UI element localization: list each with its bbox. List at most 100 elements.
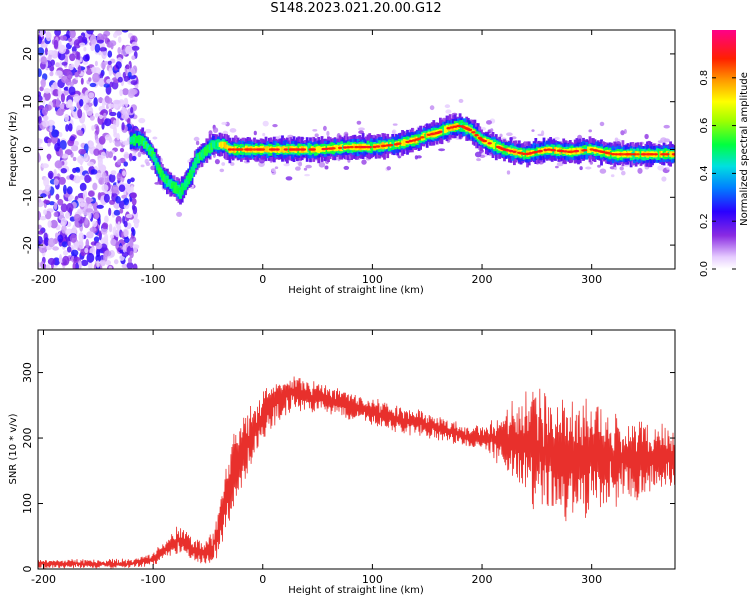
noise-blob [122,140,130,146]
ridge-peak [487,142,492,145]
ridge-peak [227,148,233,151]
noise-blob [63,250,69,256]
ridge-peak [321,147,326,151]
halo-blob [285,176,293,181]
ridge-cell [587,146,590,153]
halo-blob [219,168,225,173]
noise-blob [67,99,73,108]
ridge-peak [354,145,359,149]
noise-blob [42,120,50,128]
ridge-cell [401,140,404,146]
noise-blob [96,39,104,44]
noise-blob [117,159,122,165]
noise-blob [38,68,42,77]
ridge-peak [420,136,425,139]
halo-blob [555,165,559,169]
noise-blob [61,225,67,234]
ridge-peak [528,152,533,155]
halo-blob [212,127,219,133]
ridge-peak [589,148,594,151]
ridge-peak [252,148,257,151]
noise-blob [123,197,129,206]
halo-blob [386,166,391,171]
noise-blob [89,115,95,121]
heatmap-cells [38,30,675,269]
noise-blob [73,140,79,147]
ridge-cell [200,152,204,158]
noise-blob [74,71,79,78]
noise-blob [79,182,87,192]
noise-blob [134,84,139,89]
ridge-peak [311,148,316,151]
ridge-peak [456,124,461,128]
noise-blob [93,201,98,211]
noise-blob [125,185,131,192]
ridge-cell [266,146,270,153]
ridge-cell [170,182,174,189]
noise-blob [39,216,47,221]
ridge-cell [424,133,427,139]
noise-blob [107,103,115,108]
noise-blob [101,184,109,192]
halo-blob [621,170,626,176]
noise-blob [131,204,136,211]
halo-blob [474,151,482,158]
ridge-peak [522,152,527,156]
noise-blob [94,112,100,118]
noise-blob [99,114,104,120]
colorbar-tick-label: 0.6 [699,118,710,134]
x-tick-label: 300 [581,573,602,586]
noise-blob [91,125,95,131]
noise-blob [115,196,121,204]
noise-blob [101,98,106,109]
halo-blob [663,124,670,129]
y-tick-label: 0 [21,146,34,153]
noise-blob [94,212,100,220]
noise-blob [130,192,137,199]
noise-blob [123,161,128,167]
noise-blob [65,228,73,235]
x-tick-label: 0 [259,273,266,286]
ridge-cell [202,150,205,158]
ridge-peak [628,153,634,156]
ridge-cell [402,139,406,147]
ridge-cell [217,142,220,147]
noise-blob [114,140,122,147]
noise-blob [72,156,77,162]
ridge-cell [149,148,153,155]
halo-blob [358,127,365,131]
halo-blob [195,140,200,146]
halo-blob [556,162,564,167]
noise-blob [55,109,64,116]
y-tick-label: 20 [21,47,34,61]
halo-blob [303,167,308,171]
x-tick-label: 300 [581,273,602,286]
halo-blob [637,167,643,174]
ridge-cell [205,148,209,154]
noise-blob [116,172,122,181]
halo-blob [138,117,146,124]
ridge-cell [142,140,146,146]
noise-blob [99,47,107,52]
ridge-peak [446,127,451,130]
y-tick-label: 300 [21,362,34,383]
ridge-peak [301,148,307,151]
x-tick-label: 200 [472,573,493,586]
noise-blob [125,213,133,219]
colorbar-gradient [712,30,736,269]
y-tick-label: 0 [21,566,34,573]
halo-blob [295,166,301,171]
noise-blob [121,113,129,120]
noise-blob [104,233,109,242]
noise-blob [38,230,44,235]
noise-blob [38,224,42,230]
halo-blob [506,132,513,136]
noise-blob [129,250,134,259]
noise-blob [72,224,77,235]
ridge-cell [220,141,223,149]
noise-blob [128,257,132,264]
noise-blob [96,260,100,268]
noise-blob [82,189,88,200]
noise-blob [73,39,82,49]
